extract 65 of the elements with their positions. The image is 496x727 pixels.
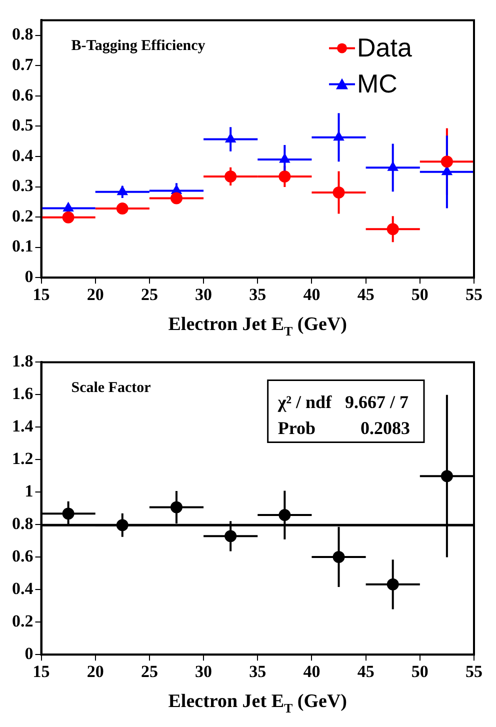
x-tick-label: 50: [411, 285, 428, 304]
x-tick-label: 45: [357, 285, 374, 304]
point: [224, 530, 237, 542]
y-tick-label: 0.5: [12, 116, 34, 135]
x-tick-label: 20: [86, 662, 104, 682]
y-tick-label: 0.4: [12, 579, 34, 598]
point: [332, 186, 345, 199]
x-tick-label: 15: [32, 662, 50, 682]
y-tick-label: 0.2: [12, 206, 34, 226]
point: [334, 131, 344, 141]
legend-label: Data: [357, 32, 412, 62]
y-tick-label: 1: [24, 482, 34, 501]
x-tick-label: 40: [303, 662, 320, 682]
x-tick-label: 30: [195, 662, 212, 682]
y-tick-label: 0: [24, 266, 34, 286]
point: [386, 223, 399, 236]
y-tick-label: 1.6: [12, 384, 34, 404]
y-tick-label: 0.7: [12, 55, 34, 74]
y-tick-label: 0.6: [12, 85, 34, 104]
y-tick-label: 0.2: [12, 612, 34, 630]
legend-label: MC: [357, 68, 398, 98]
point: [225, 133, 236, 142]
text: Scale Factor: [71, 380, 152, 396]
x-tick-label: 35: [249, 285, 266, 304]
point: [440, 470, 453, 482]
point: [278, 509, 291, 522]
x-tick-label: 25: [140, 662, 158, 682]
y-tick-label: 1.4: [12, 416, 34, 436]
point: [386, 578, 399, 590]
y-tick-label: 0.1: [12, 236, 34, 256]
point: [117, 186, 128, 196]
x-tick-label: 45: [357, 662, 374, 682]
point: [440, 156, 453, 168]
x-tick-label: 40: [303, 285, 320, 304]
text: B-Tagging Efficiency: [71, 38, 206, 54]
x-tick-label: 55: [466, 662, 482, 682]
point: [388, 162, 398, 171]
x-tick-label: 55: [466, 285, 482, 304]
x-tick-label: 35: [249, 662, 266, 682]
x-tick-label: 20: [86, 285, 104, 304]
point: [279, 154, 290, 163]
point: [116, 519, 128, 532]
annotation: Prob 0.2083: [278, 418, 410, 438]
y-tick-label: 0: [24, 644, 34, 663]
y-tick-label: 0.6: [12, 546, 34, 566]
point: [63, 202, 74, 212]
point: [170, 501, 182, 514]
point: [116, 202, 128, 215]
x-tick-label: 25: [140, 285, 158, 304]
y-tick-label: 1.8: [12, 352, 34, 371]
y-tick-label: 0.4: [12, 146, 34, 165]
point: [224, 170, 237, 182]
y-tick-label: 0.8: [12, 514, 34, 534]
y-tick-label: 0.8: [12, 24, 34, 44]
x-tick-label: 15: [32, 285, 50, 304]
x-tick-label: 30: [195, 285, 212, 304]
y-tick-label: 1.2: [12, 449, 34, 468]
point: [170, 192, 182, 204]
point: [62, 211, 74, 224]
y-tick-label: 0.3: [12, 176, 34, 196]
annotation: χ² / ndf 9.667 / 7: [276, 392, 409, 412]
x-tick-label: 50: [411, 662, 428, 682]
point: [332, 550, 345, 563]
point: [278, 170, 291, 182]
point: [62, 508, 74, 520]
